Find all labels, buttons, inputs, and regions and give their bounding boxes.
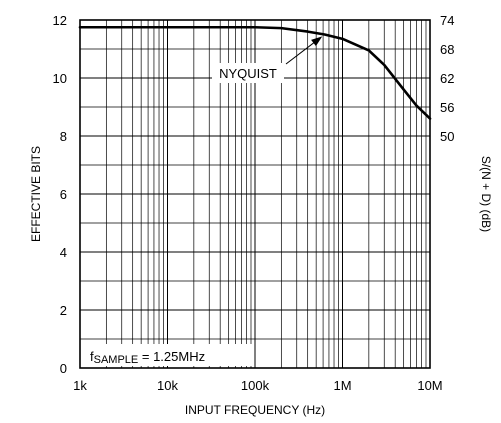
fsample-value: = 1.25MHz	[138, 349, 205, 364]
x-tick-label: 10k	[157, 378, 178, 393]
nyquist-arrow-line	[285, 40, 317, 65]
y2-tick-label: 68	[440, 42, 454, 57]
fsample-subscript: SAMPLE	[94, 354, 139, 366]
x-tick-label: 100k	[241, 378, 270, 393]
y2-tick-label: 62	[440, 71, 454, 86]
y2-tick-label: 74	[440, 13, 454, 28]
y-tick-label: 4	[60, 245, 67, 260]
fsample-annotation: fSAMPLE = 1.25MHz	[86, 344, 254, 366]
y-tick-label: 10	[53, 71, 67, 86]
nyquist-label-background	[212, 63, 284, 83]
x-tick-labels: 1k 10k 100k 1M 10M	[73, 378, 443, 393]
y2-tick-label: 50	[440, 129, 454, 144]
series-layer	[78, 25, 432, 120]
x-tick-label: 1k	[73, 378, 87, 393]
y2-tick-labels: 74 68 62 56 50	[440, 13, 454, 144]
fsample-label: fSAMPLE = 1.25MHz	[90, 349, 205, 366]
y-tick-label: 6	[60, 187, 67, 202]
y2-axis-label: S/(N + D) (dB)	[479, 156, 493, 232]
series-line	[78, 25, 432, 120]
plot-frame	[79, 19, 431, 369]
y-tick-label: 0	[60, 361, 67, 376]
fsample-prefix: f	[90, 349, 94, 364]
y-tick-label: 2	[60, 303, 67, 318]
y-axis-label: EFFECTIVE BITS	[29, 146, 43, 242]
nyquist-arrow-head	[311, 36, 323, 47]
y-tick-labels: 0 2 4 6 8 10 12	[53, 13, 67, 376]
nyquist-label: NYQUIST	[219, 66, 277, 81]
y-tick-label: 8	[60, 129, 67, 144]
x-tick-label: 1M	[333, 378, 351, 393]
y-tick-label: 12	[53, 13, 67, 28]
nyquist-annotation: NYQUIST	[212, 36, 323, 83]
y2-tick-label: 56	[440, 100, 454, 115]
fsample-label-background	[86, 344, 254, 366]
x-axis-label: INPUT FREQUENCY (Hz)	[185, 403, 325, 417]
x-tick-label: 10M	[417, 378, 442, 393]
